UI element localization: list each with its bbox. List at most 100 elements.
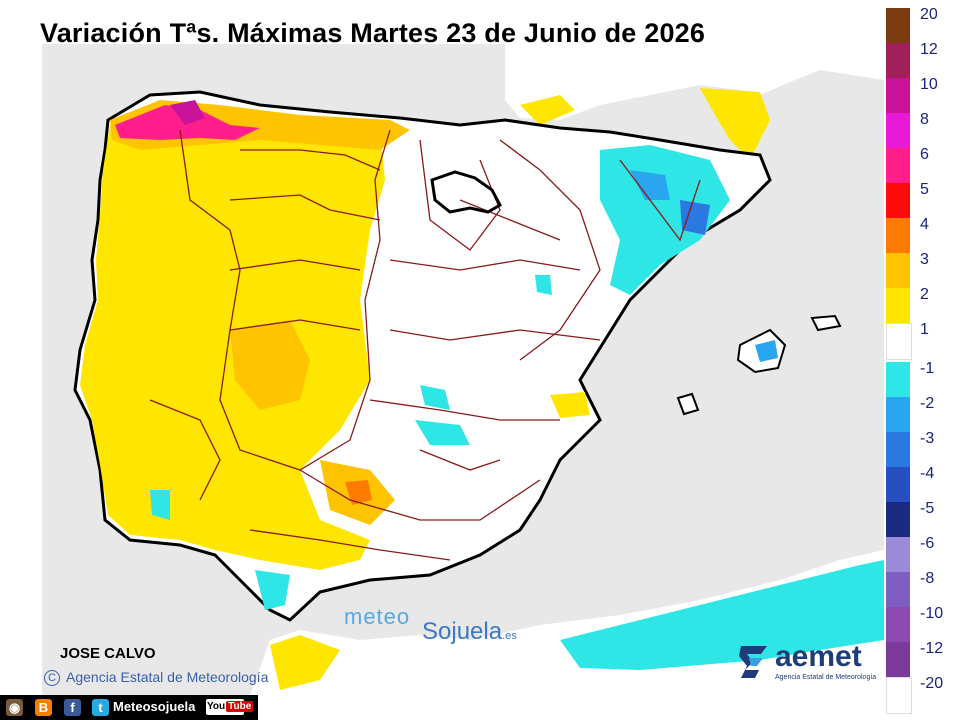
legend-label-warm: 6 bbox=[920, 146, 929, 163]
hot-zone-andalucia bbox=[345, 480, 372, 505]
watermark-sojuela: Sojuela.es bbox=[422, 618, 517, 646]
meteosojuela-watermark: meteo Sojuela.es bbox=[344, 604, 517, 645]
cold-zone-south-2 bbox=[150, 490, 170, 520]
legend-swatch-cold bbox=[886, 432, 910, 467]
legend-swatch-warm bbox=[886, 8, 910, 43]
watermark-sojuela-text: Sojuela bbox=[422, 618, 503, 645]
province-border bbox=[229, 194, 381, 221]
province-border bbox=[149, 399, 221, 501]
youtube-prefix: You bbox=[207, 701, 226, 712]
warm-zone-valencia bbox=[550, 392, 590, 418]
province-border bbox=[499, 139, 601, 361]
legend-label-cold: -8 bbox=[920, 570, 935, 587]
legend-swatch-warm bbox=[886, 113, 910, 148]
legend-swatch-warm bbox=[886, 218, 910, 253]
social-bar: ◉ B f t Meteosojuela You Tube bbox=[0, 695, 258, 720]
legend-swatch-cold bbox=[886, 502, 910, 537]
province-border bbox=[369, 399, 560, 421]
legend-label-warm: 8 bbox=[920, 111, 929, 128]
legend-label-warm: 20 bbox=[920, 6, 938, 23]
watermark-tld: .es bbox=[502, 630, 517, 642]
legend-swatch-cold bbox=[886, 572, 910, 607]
province-border bbox=[229, 319, 361, 331]
aemet-wordmark: aemet bbox=[775, 640, 862, 673]
cold-zone-center-2 bbox=[415, 420, 470, 445]
agency-credit: C Agencia Estatal de Meteorología bbox=[44, 669, 269, 687]
province-border bbox=[249, 529, 451, 561]
legend-label-cold: -3 bbox=[920, 430, 935, 447]
instagram-icon[interactable]: ◉ bbox=[6, 699, 23, 716]
legend-swatch-warm bbox=[886, 148, 910, 183]
province-border bbox=[240, 149, 381, 171]
legend-label-cold: -6 bbox=[920, 535, 935, 552]
province-border bbox=[299, 469, 541, 521]
warm-zone-center bbox=[230, 320, 310, 410]
temperature-map: Variación Tªs. Máximas Martes 23 de Juni… bbox=[40, 18, 884, 695]
france-land bbox=[505, 44, 884, 120]
france-warm-zone bbox=[700, 88, 770, 160]
legend-swatch-cold bbox=[886, 467, 910, 502]
watermark-meteo: meteo bbox=[344, 604, 411, 629]
legend-swatch-cold bbox=[886, 607, 910, 642]
province-border bbox=[619, 159, 701, 242]
legend-label-cold: -12 bbox=[920, 640, 944, 657]
cold-zone-center-1 bbox=[420, 385, 450, 410]
legend-label-cold: -20 bbox=[920, 675, 944, 692]
legend-swatch-cold bbox=[886, 537, 910, 572]
mallorca-cold bbox=[755, 340, 778, 362]
map-canvas bbox=[42, 44, 884, 695]
youtube-suffix: Tube bbox=[226, 701, 254, 712]
menorca bbox=[810, 314, 842, 332]
cold-zone-catalonia-deep bbox=[630, 170, 670, 200]
province-border bbox=[389, 329, 601, 341]
province-border bbox=[229, 259, 361, 271]
province-border bbox=[179, 129, 391, 471]
author-credit: JOSE CALVO bbox=[60, 645, 156, 662]
legend-swatch-warm bbox=[886, 78, 910, 113]
province-border bbox=[389, 259, 581, 271]
legend-label-cold: -1 bbox=[920, 360, 935, 377]
legend-label-warm: 4 bbox=[920, 216, 929, 233]
legend-label-warm: 12 bbox=[920, 41, 938, 58]
legend-label-warm: 3 bbox=[920, 251, 929, 268]
legend-label-cold: -5 bbox=[920, 500, 935, 517]
cold-zone-east bbox=[535, 275, 552, 295]
legend-swatch-warm bbox=[886, 323, 912, 360]
map-title: Variación Tªs. Máximas Martes 23 de Juni… bbox=[40, 18, 706, 48]
legend-swatch-warm bbox=[886, 183, 910, 218]
youtube-icon[interactable]: You Tube bbox=[206, 699, 254, 715]
legend-swatch-cold bbox=[886, 397, 910, 432]
la-rioja-highlight bbox=[430, 170, 503, 214]
facebook-icon[interactable]: f bbox=[64, 699, 81, 716]
france-warm-zone-2 bbox=[520, 95, 575, 125]
legend-swatch-warm bbox=[886, 253, 910, 288]
legend-swatch-cold bbox=[886, 677, 912, 714]
africa-cold-zone bbox=[560, 560, 884, 670]
province-borders bbox=[149, 129, 701, 561]
cold-zone-south bbox=[255, 570, 290, 610]
cold-zone-catalonia-deep-2 bbox=[680, 200, 710, 235]
twitter-icon[interactable]: t bbox=[92, 699, 109, 716]
legend-swatch-cold bbox=[886, 642, 910, 677]
province-border bbox=[459, 199, 561, 241]
aemet-swirl-icon bbox=[739, 646, 767, 678]
copyright-icon: C bbox=[44, 670, 60, 687]
legend-label-warm: 1 bbox=[920, 321, 929, 338]
legend-swatch-cold bbox=[886, 362, 910, 397]
province-border bbox=[419, 449, 501, 471]
aemet-logo: aemet Agencia Estatal de Meteorología bbox=[737, 640, 877, 690]
legend-label-cold: -4 bbox=[920, 465, 935, 482]
legend-swatch-warm bbox=[886, 288, 910, 323]
legend-label-cold: -10 bbox=[920, 605, 944, 622]
africa-warm-zone bbox=[270, 635, 340, 690]
aemet-subtitle: Agencia Estatal de Meteorología bbox=[775, 674, 877, 681]
legend-label-warm: 2 bbox=[920, 286, 929, 303]
very-hot-zone-north-coast bbox=[170, 100, 205, 125]
agency-name: Agencia Estatal de Meteorología bbox=[66, 669, 269, 685]
color-legend: 20 12 10 8 6 5 4 3 2 1 -1 -2 -3 -4 -5 -6 -8 -10 -12 -20 bbox=[886, 0, 960, 714]
blogger-icon[interactable]: B bbox=[35, 699, 52, 716]
ibiza bbox=[676, 392, 700, 416]
social-handle[interactable]: Meteosojuela bbox=[113, 699, 196, 714]
legend-label-warm: 10 bbox=[920, 76, 938, 93]
legend-label-cold: -2 bbox=[920, 395, 935, 412]
